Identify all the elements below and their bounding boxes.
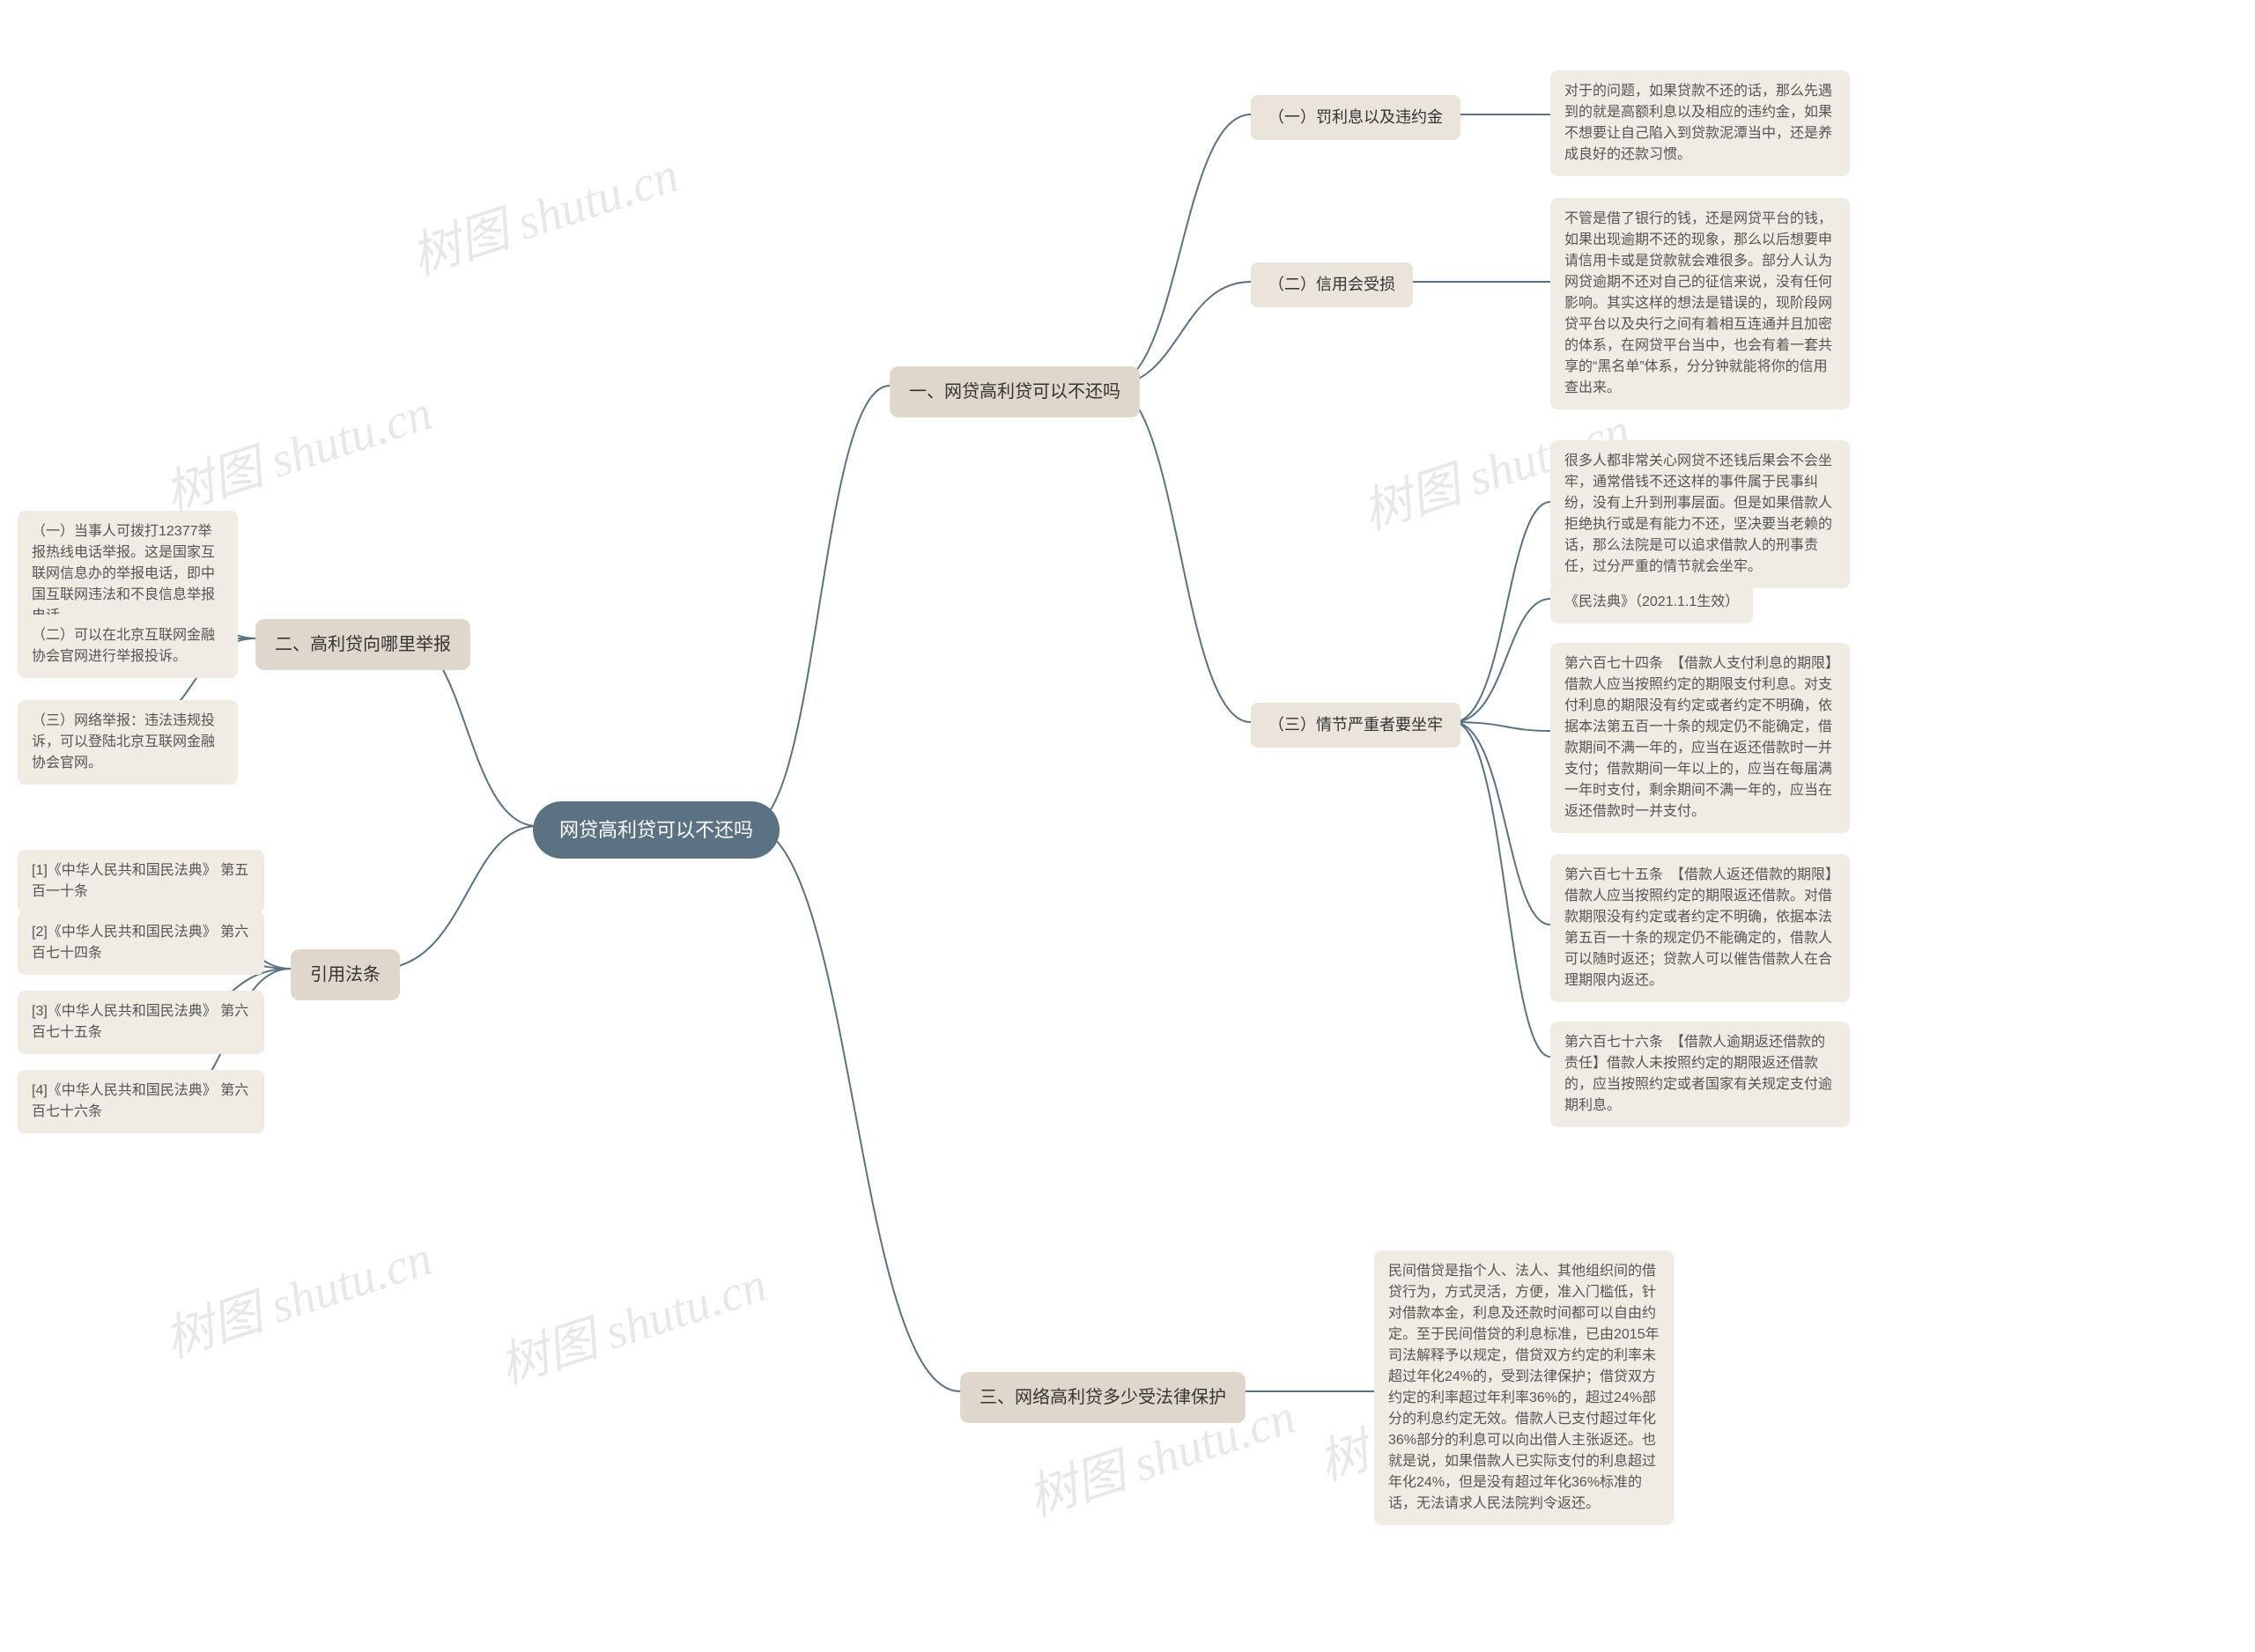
branch-laws: 引用法条 <box>291 949 400 1000</box>
branch-3: 三、网络高利贷多少受法律保护 <box>960 1372 1246 1423</box>
branch-1-r3-l2: 《民法典》（2021.1.1生效） <box>1550 581 1753 623</box>
branch-1-r3-l5: 第六百七十六条 【借款人逾期返还借款的责任】借款人未按照约定的期限返还借款的，应… <box>1550 1021 1850 1127</box>
watermark: 树图 shutu.cn <box>154 1218 440 1371</box>
watermark: 树图 shutu.cn <box>489 1244 774 1398</box>
law-3: [3]《中华人民共和国民法典》 第六百七十五条 <box>18 991 264 1054</box>
watermark: 树图 shutu.cn <box>154 372 440 526</box>
branch-2-l3: （三）网络举报：违法违规投诉，可以登陆北京互联网金融协会官网。 <box>18 700 238 785</box>
watermark: 树图 shutu.cn <box>401 135 686 288</box>
branch-1-r3: （三）情节严重者要坐牢 <box>1251 703 1460 748</box>
branch-2-l2: （二）可以在北京互联网金融协会官网进行举报投诉。 <box>18 615 238 678</box>
branch-1-r2: （二）信用会受损 <box>1251 262 1413 307</box>
branch-1-r2-leaf: 不管是借了银行的钱，还是网贷平台的钱，如果出现逾期不还的现象，那么以后想要申请信… <box>1550 198 1850 409</box>
branch-2: 二、高利贷向哪里举报 <box>255 619 470 670</box>
branch-1-r3-l1: 很多人都非常关心网贷不还钱后果会不会坐牢，通常借钱不还这样的事件属于民事纠纷，没… <box>1550 440 1850 588</box>
law-4: [4]《中华人民共和国民法典》 第六百七十六条 <box>18 1070 264 1133</box>
branch-1-r1-leaf: 对于的问题，如果贷款不还的话，那么先遇到的就是高额利息以及相应的违约金，如果不想… <box>1550 70 1850 176</box>
branch-1: 一、网贷高利贷可以不还吗 <box>890 366 1140 417</box>
law-2: [2]《中华人民共和国民法典》 第六百七十四条 <box>18 911 264 975</box>
branch-1-r3-l4: 第六百七十五条 【借款人返还借款的期限】借款人应当按照约定的期限返还借款。对借款… <box>1550 854 1850 1002</box>
branch-3-leaf: 民间借贷是指个人、法人、其他组织间的借贷行为，方式灵活，方便，准入门槛低，针对借… <box>1374 1250 1674 1525</box>
branch-1-r3-l3: 第六百七十四条 【借款人支付利息的期限】借款人应当按照约定的期限支付利息。对支付… <box>1550 643 1850 833</box>
law-1: [1]《中华人民共和国民法典》 第五百一十条 <box>18 850 264 913</box>
root-node: 网贷高利贷可以不还吗 <box>533 801 780 859</box>
branch-1-r1: （一）罚利息以及违约金 <box>1251 95 1460 140</box>
